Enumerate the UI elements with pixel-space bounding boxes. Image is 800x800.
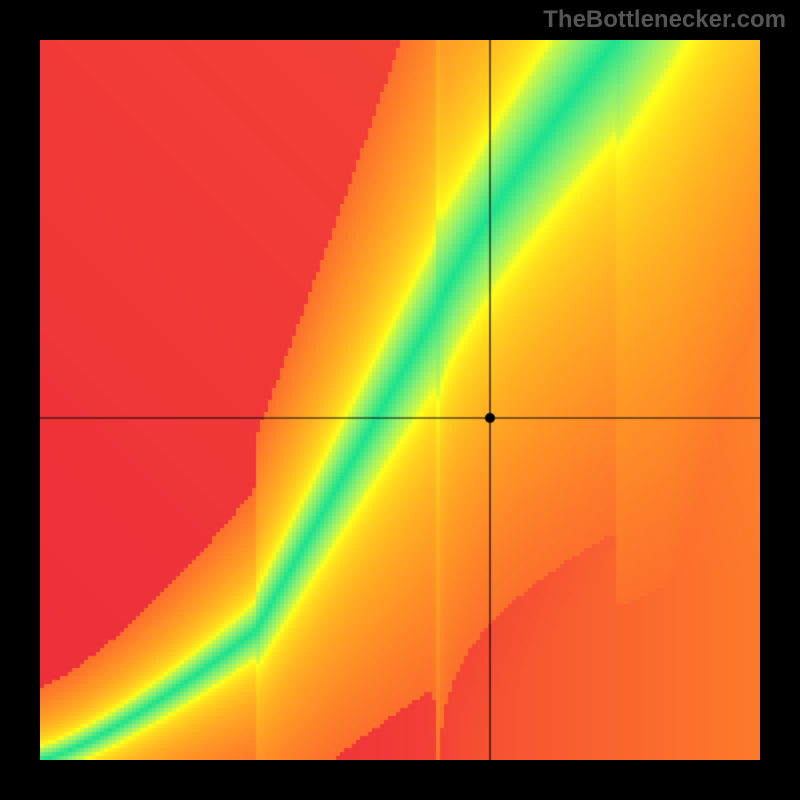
watermark-label: TheBottlenecker.com — [543, 6, 786, 34]
heatmap-canvas — [40, 40, 760, 760]
chart-container: TheBottlenecker.com — [0, 0, 800, 800]
